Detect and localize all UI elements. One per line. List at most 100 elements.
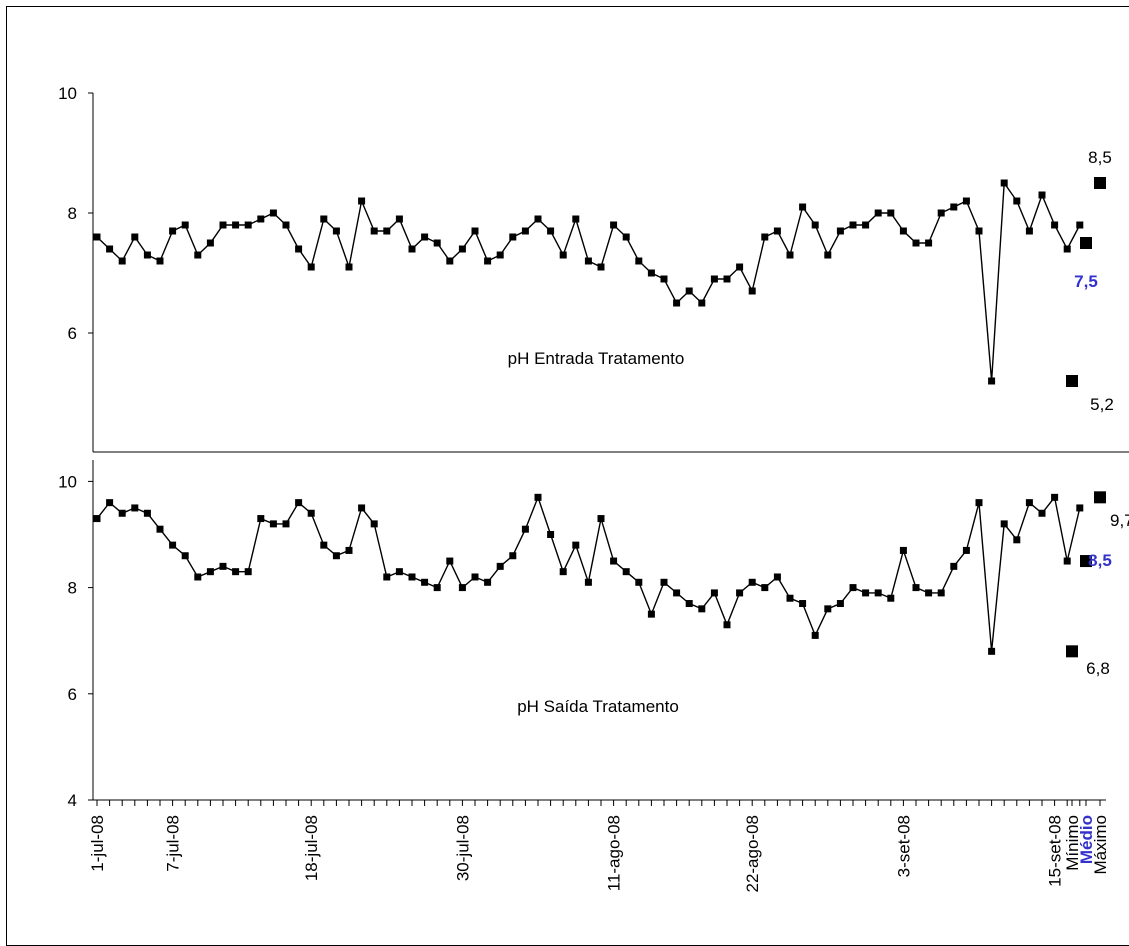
data-point (1000, 520, 1008, 528)
y-tick-label: 4 (68, 791, 77, 810)
x-tick-label: 3-set-08 (894, 815, 913, 877)
data-point (786, 594, 794, 602)
data-point (685, 287, 693, 295)
data-point (1013, 197, 1021, 205)
data-point (143, 251, 151, 259)
data-point (1063, 557, 1071, 565)
data-point (685, 600, 693, 608)
data-point (610, 221, 618, 229)
data-point (710, 275, 718, 283)
data-point (736, 589, 744, 597)
y-tick-label: 6 (68, 324, 77, 343)
data-point (169, 541, 177, 549)
data-point (673, 299, 681, 307)
data-point (899, 227, 907, 235)
data-point (295, 245, 303, 253)
data-point (748, 578, 756, 586)
data-point (131, 233, 139, 241)
data-point (1038, 191, 1046, 199)
data-point (358, 197, 366, 205)
data-point (622, 233, 630, 241)
data-point (597, 263, 605, 271)
data-point (937, 589, 945, 597)
data-point (156, 257, 164, 265)
data-point (458, 584, 466, 592)
data-point (433, 239, 441, 247)
data-point (786, 251, 794, 259)
x-tick-label: 15-set-08 (1046, 815, 1065, 887)
data-point (547, 531, 555, 538)
data-point (698, 605, 706, 613)
data-point (206, 239, 214, 247)
data-point (345, 263, 353, 271)
data-point (773, 227, 781, 235)
data-point (320, 215, 328, 223)
data-point (395, 568, 403, 576)
chart-frame (6, 6, 1129, 946)
data-point (799, 203, 807, 211)
data-point (874, 589, 882, 597)
data-point (874, 209, 882, 217)
summary-min-marker (1066, 645, 1078, 658)
data-point (534, 215, 542, 223)
data-point (610, 557, 618, 565)
data-point (257, 515, 265, 523)
x-tick-label: 7-jul-08 (164, 815, 183, 872)
data-point (118, 509, 126, 517)
data-point (988, 647, 996, 655)
data-point (937, 209, 945, 217)
data-point (106, 245, 114, 253)
data-point (282, 520, 290, 528)
data-point (106, 499, 114, 507)
data-point (534, 493, 542, 501)
summary-min-label: 6,8 (1086, 659, 1110, 678)
data-point (899, 546, 907, 554)
data-point (799, 600, 807, 608)
data-point (358, 504, 366, 512)
data-point (269, 520, 277, 528)
data-point (307, 509, 315, 517)
data-point (232, 568, 240, 576)
data-point (1076, 221, 1084, 229)
data-point (383, 227, 391, 235)
data-point (547, 227, 555, 235)
data-point (559, 251, 567, 259)
x-axis: 1-jul-08 7-jul-08 18-jul-08 30-jul-08 11-ago… (88, 799, 1110, 893)
data-point (484, 578, 492, 586)
data-point (962, 197, 970, 205)
data-point (773, 573, 781, 581)
data-point (824, 605, 832, 613)
data-point (219, 562, 227, 570)
data-point (622, 568, 630, 576)
data-point (962, 546, 970, 554)
data-point (93, 515, 101, 523)
data-point (93, 233, 101, 241)
data-point (118, 257, 126, 265)
data-point (194, 251, 202, 259)
y-tick-label: 8 (68, 204, 77, 223)
data-point (849, 584, 857, 592)
data-point (836, 600, 844, 608)
data-point (345, 546, 353, 554)
data-point (912, 239, 920, 247)
summary-min-marker (1066, 375, 1078, 387)
data-point (156, 525, 164, 533)
data-point (584, 257, 592, 265)
data-point (647, 269, 655, 277)
data-point (332, 227, 340, 235)
data-point (496, 251, 504, 259)
data-point (421, 233, 429, 241)
data-point (421, 578, 429, 586)
data-point (446, 257, 454, 265)
data-point (1038, 509, 1046, 517)
data-point (635, 578, 643, 586)
x-tick-label: 30-jul-08 (453, 815, 472, 881)
summary-min-label: 5,2 (1090, 395, 1114, 414)
data-point (282, 221, 290, 229)
data-point (660, 275, 668, 283)
summary-avg-marker (1080, 555, 1092, 568)
data-point (332, 552, 340, 560)
data-point (458, 245, 466, 253)
summary-avg-label: 8,5 (1088, 551, 1112, 570)
